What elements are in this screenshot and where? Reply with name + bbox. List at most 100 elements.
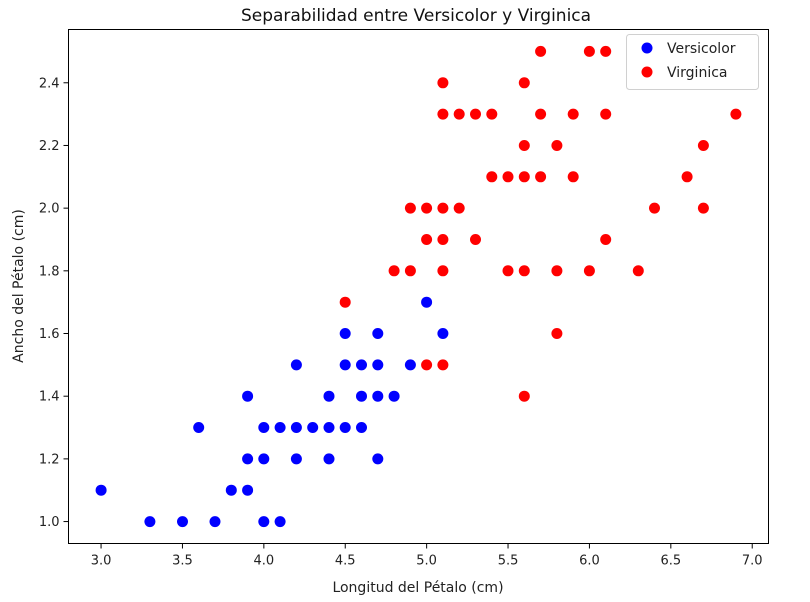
point-versicolor-33 <box>421 296 433 308</box>
point-virginica-19 <box>502 265 514 277</box>
point-versicolor-15 <box>290 422 302 433</box>
y-tick-label: 2.0 <box>39 202 60 217</box>
x-tick-label: 3.5 <box>172 554 193 569</box>
x-tick-label: 3.0 <box>91 554 112 569</box>
point-virginica-12 <box>437 77 449 89</box>
point-virginica-16 <box>470 108 481 120</box>
point-virginica-32 <box>567 171 579 183</box>
point-virginica-38 <box>600 45 612 57</box>
point-virginica-23 <box>518 171 530 183</box>
point-virginica-40 <box>649 202 660 214</box>
legend-label-virginica: Virginica <box>667 65 727 81</box>
x-tick-label: 4.0 <box>254 554 275 569</box>
x-tick-label: 5.5 <box>498 554 519 569</box>
point-virginica-8 <box>437 265 449 277</box>
point-versicolor-25 <box>356 390 367 402</box>
x-tick-label: 5.0 <box>416 554 437 569</box>
point-versicolor-13 <box>274 422 286 433</box>
point-virginica-37 <box>600 108 612 120</box>
point-virginica-24 <box>518 140 530 151</box>
y-tick-label: 1.0 <box>39 515 60 530</box>
point-virginica-25 <box>518 77 530 89</box>
point-versicolor-26 <box>356 359 367 371</box>
plot-frame <box>68 29 769 544</box>
point-virginica-18 <box>486 108 498 120</box>
point-versicolor-16 <box>290 359 302 371</box>
y-tick-label: 1.8 <box>39 264 60 279</box>
point-virginica-21 <box>518 390 530 402</box>
point-versicolor-24 <box>356 422 367 433</box>
point-virginica-39 <box>632 265 644 277</box>
point-versicolor-1 <box>144 516 156 528</box>
legend-marker-versicolor <box>641 42 653 54</box>
point-versicolor-34 <box>437 328 449 339</box>
point-virginica-7 <box>437 359 449 371</box>
data-points <box>95 45 742 528</box>
point-virginica-6 <box>421 202 433 214</box>
point-versicolor-23 <box>339 328 351 339</box>
y-tick-label: 2.2 <box>39 139 60 154</box>
point-virginica-29 <box>551 328 563 339</box>
point-versicolor-27 <box>372 453 384 465</box>
x-axis-ticks: 3.0 3.5 4.0 4.5 5.0 5.5 6.0 6.5 7.0 <box>91 543 763 569</box>
legend-label-versicolor: Versicolor <box>667 41 736 57</box>
point-versicolor-5 <box>274 516 286 528</box>
legend-marker-virginica <box>641 66 653 78</box>
point-virginica-41 <box>681 171 693 183</box>
chart-title: Separabilidad entre Versicolor y Virgini… <box>241 6 591 26</box>
point-versicolor-7 <box>225 484 237 496</box>
point-versicolor-18 <box>323 453 335 465</box>
point-virginica-17 <box>486 171 498 183</box>
y-tick-label: 1.2 <box>39 452 60 467</box>
point-versicolor-8 <box>242 484 254 496</box>
y-tick-label: 1.4 <box>39 390 60 405</box>
x-tick-label: 4.5 <box>335 554 356 569</box>
point-virginica-0 <box>339 296 351 308</box>
point-virginica-36 <box>600 234 612 245</box>
legend: Versicolor Virginica <box>626 34 759 90</box>
point-versicolor-32 <box>404 359 416 371</box>
point-virginica-22 <box>518 265 530 277</box>
legend-box <box>626 34 759 90</box>
point-virginica-11 <box>437 108 449 120</box>
point-versicolor-2 <box>177 516 188 528</box>
x-tick-label: 7.0 <box>742 554 763 569</box>
point-versicolor-31 <box>388 390 400 402</box>
point-virginica-5 <box>421 234 433 245</box>
point-virginica-14 <box>453 108 465 120</box>
y-tick-label: 2.4 <box>39 76 60 91</box>
point-virginica-20 <box>502 171 514 183</box>
point-virginica-34 <box>583 265 595 277</box>
point-virginica-4 <box>421 359 433 371</box>
point-versicolor-30 <box>372 328 384 339</box>
point-versicolor-14 <box>290 453 302 465</box>
point-versicolor-6 <box>193 422 205 433</box>
point-virginica-3 <box>404 202 416 214</box>
y-axis-label: Ancho del Pétalo (cm) <box>11 209 27 363</box>
x-axis-label: Longitud del Pétalo (cm) <box>332 580 503 596</box>
point-virginica-1 <box>388 265 400 277</box>
point-versicolor-9 <box>242 453 254 465</box>
point-versicolor-11 <box>258 453 270 465</box>
point-virginica-44 <box>730 108 742 120</box>
point-versicolor-28 <box>372 390 384 402</box>
point-virginica-30 <box>551 265 563 277</box>
point-virginica-9 <box>437 234 449 245</box>
point-virginica-15 <box>470 234 481 245</box>
point-virginica-13 <box>453 202 465 214</box>
point-versicolor-4 <box>258 516 270 528</box>
point-versicolor-3 <box>209 516 221 528</box>
point-versicolor-12 <box>258 422 270 433</box>
point-versicolor-29 <box>372 359 384 371</box>
point-virginica-35 <box>583 45 595 57</box>
x-tick-label: 6.5 <box>660 554 681 569</box>
point-virginica-33 <box>567 108 579 120</box>
point-virginica-28 <box>535 45 547 57</box>
point-virginica-10 <box>437 202 449 214</box>
point-versicolor-0 <box>95 484 107 496</box>
y-tick-label: 1.6 <box>39 327 60 342</box>
point-virginica-27 <box>535 108 547 120</box>
point-versicolor-20 <box>323 390 335 402</box>
point-virginica-26 <box>535 171 547 183</box>
